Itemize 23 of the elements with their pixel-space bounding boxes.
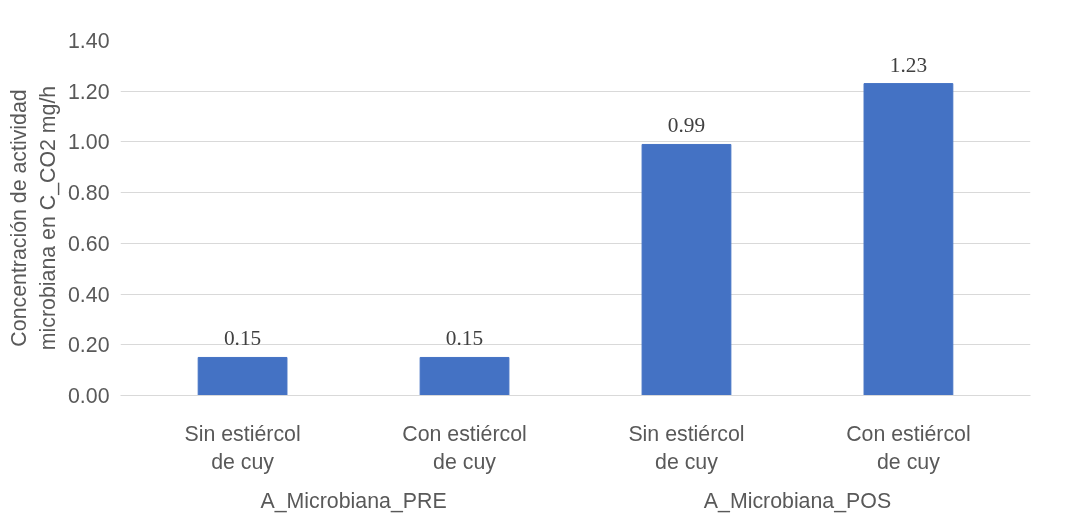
bar: [419, 356, 510, 396]
bar: [863, 83, 954, 396]
y-tick-label: 0.20: [67, 333, 110, 358]
y-tick-label: 0.40: [67, 282, 110, 307]
x-tick-label: Sin estiércol de cuy: [184, 421, 301, 475]
y-tick-label: 0.60: [67, 231, 110, 256]
y-tick-label: 0.00: [67, 384, 110, 408]
bar: [197, 356, 288, 396]
y-tick-label: 1.00: [67, 130, 110, 155]
x-tick-label: Con estiércol de cuy: [846, 421, 971, 475]
y-axis-title: Concentración de actividad microbiana en C_CO2 mg/h: [7, 85, 60, 351]
text: A_Microbiana_POS: [703, 488, 892, 513]
y-tick-label: 0.80: [67, 181, 110, 206]
y-tick-label: 1.20: [67, 79, 110, 104]
data-label: 1.23: [889, 52, 928, 77]
x-tick-label: Con estiércol de cuy: [402, 421, 527, 475]
data-label: 0.99: [667, 113, 706, 138]
text: A_Microbiana_PRE: [260, 488, 447, 513]
x-tick-label: Sin estiércol de cuy: [628, 421, 745, 475]
data-label: 0.15: [223, 326, 262, 351]
bar: [641, 143, 732, 396]
y-tick-label: 1.40: [67, 29, 110, 53]
data-label: 0.15: [445, 326, 484, 351]
